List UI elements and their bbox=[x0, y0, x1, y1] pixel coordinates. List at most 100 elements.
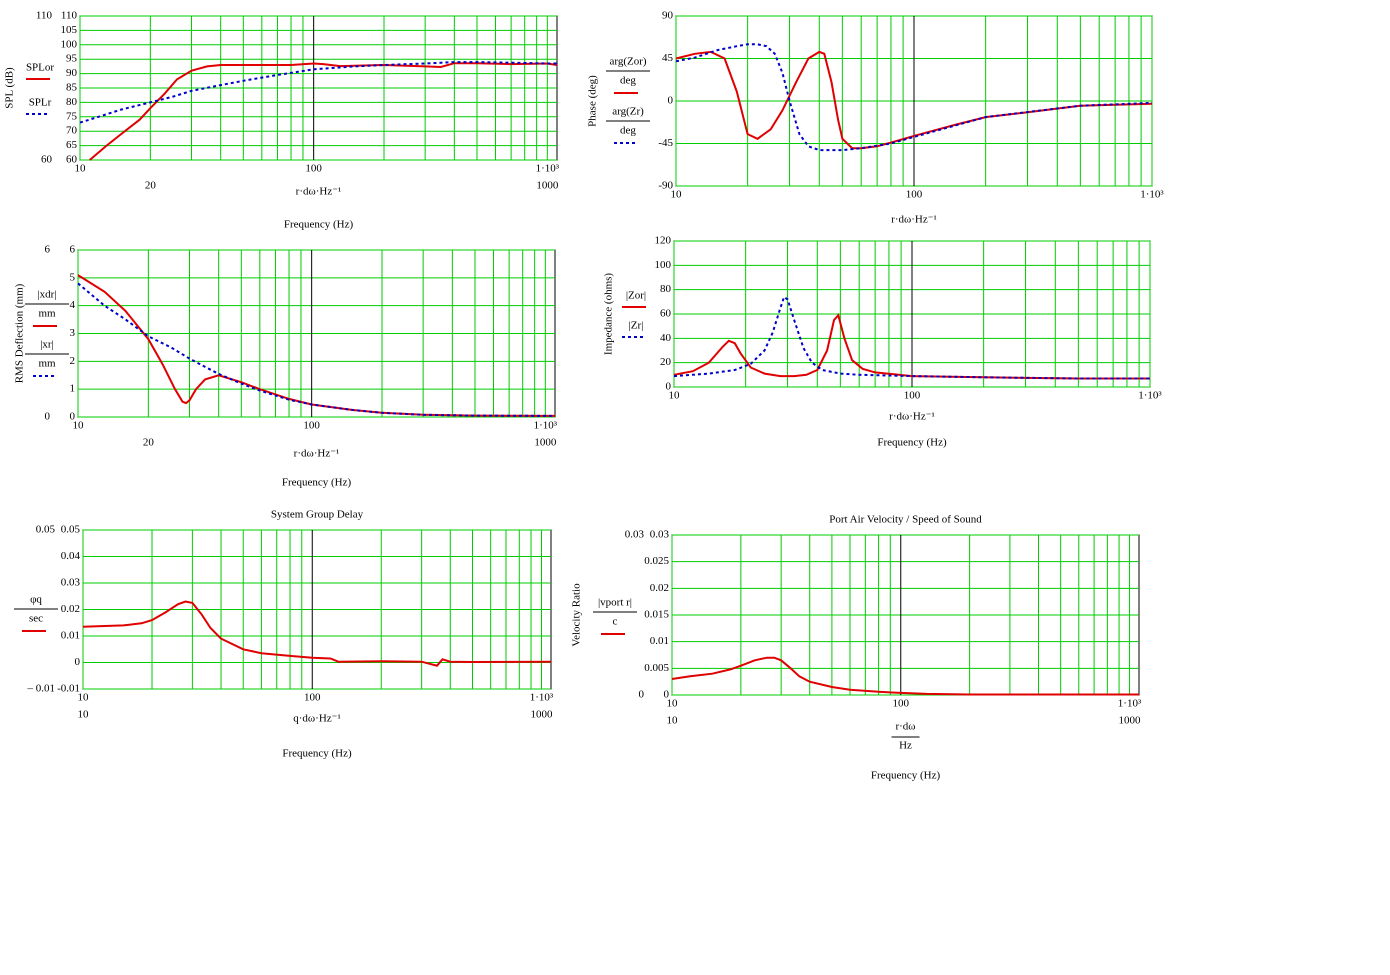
y-marker-label: 60 bbox=[41, 154, 53, 166]
x-marker-label: 1000 bbox=[531, 709, 554, 721]
x-marker-label: 1000 bbox=[1119, 715, 1142, 727]
series-line bbox=[671, 656, 1139, 696]
y-tick-label: 5 bbox=[70, 271, 76, 283]
legend-label: |vport r| bbox=[598, 597, 632, 609]
x-axis-title: Frequency (Hz) bbox=[284, 219, 354, 231]
y-tick-label: 0.03 bbox=[650, 529, 670, 541]
x-tick-label: 1·10³ bbox=[534, 420, 558, 432]
y-tick-label: 95 bbox=[66, 53, 78, 65]
x-tick-label: 10 bbox=[671, 189, 683, 201]
legend-label: |xr| bbox=[40, 339, 54, 351]
x-marker-label: 1000 bbox=[536, 180, 559, 192]
x-tick-label: 10 bbox=[75, 163, 87, 175]
series-line bbox=[673, 295, 1150, 380]
y-tick-label: 0.025 bbox=[644, 555, 669, 567]
legend-unit: deg bbox=[620, 75, 636, 87]
y-tick-label: 100 bbox=[655, 259, 672, 271]
y-tick-label: 110 bbox=[61, 10, 78, 22]
y-axis-label: RMS Deflection (mm) bbox=[14, 283, 26, 383]
x-axis-label: r·dω·Hz⁻¹ bbox=[294, 448, 340, 460]
y-marker-label: 0.03 bbox=[625, 529, 645, 541]
y-tick-label: 6 bbox=[70, 244, 76, 256]
y-tick-label: 65 bbox=[66, 139, 78, 151]
x-tick-label: 100 bbox=[303, 420, 320, 432]
x-tick-label: 1·10³ bbox=[1138, 390, 1162, 402]
series-line bbox=[79, 61, 557, 124]
y-marker-label: 6 bbox=[45, 244, 51, 256]
x-axis-label: q·dω·Hz⁻¹ bbox=[293, 713, 341, 725]
x-axis-label: r·dω bbox=[895, 721, 915, 733]
y-marker-label: – 0.01 bbox=[27, 683, 56, 695]
y-tick-label: 0 bbox=[666, 381, 672, 393]
y-tick-label: 105 bbox=[61, 24, 78, 36]
y-tick-label: 0 bbox=[70, 411, 76, 423]
legend-unit: sec bbox=[29, 613, 43, 625]
series-line bbox=[77, 274, 556, 417]
x-axis-title: Frequency (Hz) bbox=[877, 437, 947, 449]
y-tick-label: 90 bbox=[662, 10, 674, 22]
x-tick-label: 1·10³ bbox=[536, 163, 560, 175]
legend-unit: deg bbox=[620, 125, 636, 137]
y-tick-label: 0.01 bbox=[61, 630, 80, 642]
y-tick-label: 85 bbox=[66, 82, 78, 94]
y-tick-label: 80 bbox=[660, 283, 672, 295]
legend-label: |Zor| bbox=[626, 290, 646, 302]
chart-title: Port Air Velocity / Speed of Sound bbox=[829, 514, 982, 526]
y-tick-label: 0.01 bbox=[650, 635, 669, 647]
legend-unit: c bbox=[613, 616, 618, 628]
y-tick-label: 0 bbox=[75, 656, 81, 668]
y-tick-label: 75 bbox=[66, 110, 78, 122]
y-tick-label: 60 bbox=[66, 154, 78, 166]
series-line bbox=[82, 600, 552, 667]
x-axis-title: Frequency (Hz) bbox=[282, 477, 352, 489]
x-tick-label: 10 bbox=[667, 698, 679, 710]
y-axis-label: Impedance (ohms) bbox=[603, 273, 615, 355]
y-marker-label: 110 bbox=[36, 10, 53, 22]
y-tick-label: 0.02 bbox=[61, 603, 80, 615]
y-tick-label: 100 bbox=[61, 38, 78, 50]
y-tick-label: 0 bbox=[668, 95, 674, 107]
y-tick-label: -0.01 bbox=[57, 683, 80, 695]
series-line bbox=[675, 50, 1153, 150]
y-tick-label: 3 bbox=[70, 327, 76, 339]
legend-unit: mm bbox=[38, 358, 56, 370]
series-line bbox=[89, 62, 558, 161]
series-line bbox=[673, 313, 1150, 380]
series-line bbox=[77, 282, 556, 417]
y-tick-label: 45 bbox=[662, 52, 674, 64]
legend-label: |Zr| bbox=[629, 320, 644, 332]
x-axis-label: r·dω·Hz⁻¹ bbox=[891, 214, 937, 226]
x-axis-label: r·dω·Hz⁻¹ bbox=[889, 411, 935, 423]
x-tick-label: 100 bbox=[893, 698, 910, 710]
y-tick-label: 90 bbox=[66, 67, 78, 79]
x-tick-label: 100 bbox=[305, 163, 322, 175]
legend-label: SPLr bbox=[29, 97, 52, 109]
x-tick-label: 100 bbox=[304, 692, 321, 704]
legend-label: arg(Zor) bbox=[609, 56, 646, 68]
y-tick-label: 0.03 bbox=[61, 577, 81, 589]
y-tick-label: 0.02 bbox=[650, 582, 669, 594]
y-tick-label: 60 bbox=[660, 308, 672, 320]
x-marker-label: 10 bbox=[667, 715, 679, 727]
legend-label: |xdr| bbox=[37, 289, 56, 301]
y-tick-label: 20 bbox=[660, 356, 672, 368]
x-tick-label: 10 bbox=[73, 420, 85, 432]
y-axis-label: Velocity Ratio bbox=[571, 583, 583, 647]
x-tick-label: 10 bbox=[669, 390, 681, 402]
x-marker-label: 20 bbox=[145, 180, 157, 192]
chart-title: System Group Delay bbox=[271, 509, 364, 521]
x-marker-label: 10 bbox=[78, 709, 90, 721]
x-marker-label: 1000 bbox=[534, 437, 557, 449]
y-tick-label: -45 bbox=[658, 137, 673, 149]
y-tick-label: 1 bbox=[70, 383, 76, 395]
legend-label: arg(Zr) bbox=[612, 106, 644, 118]
legend-label: SPLor bbox=[26, 62, 54, 74]
x-tick-label: 1·10³ bbox=[1118, 698, 1142, 710]
y-tick-label: 80 bbox=[66, 96, 78, 108]
y-tick-label: 70 bbox=[66, 125, 78, 137]
x-axis-title: Frequency (Hz) bbox=[282, 748, 352, 760]
y-tick-label: -90 bbox=[658, 180, 673, 192]
y-tick-label: 4 bbox=[70, 299, 76, 311]
y-tick-label: 0.05 bbox=[61, 524, 81, 536]
